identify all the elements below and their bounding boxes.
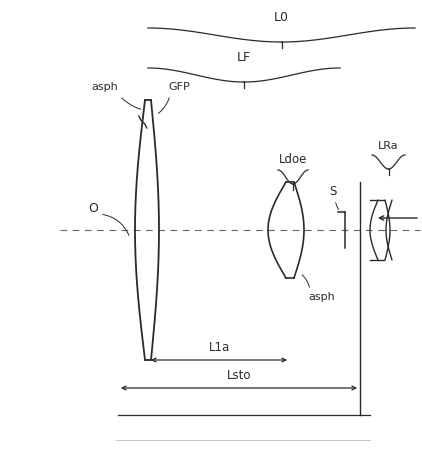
Text: LRa: LRa [378, 141, 399, 151]
Text: Lsto: Lsto [227, 369, 251, 382]
Text: GFP: GFP [168, 82, 190, 92]
Text: asph: asph [91, 82, 118, 92]
Text: L0: L0 [274, 11, 289, 24]
Text: LF: LF [237, 51, 251, 64]
Text: asph: asph [308, 292, 335, 302]
Text: Ldoe: Ldoe [279, 153, 307, 166]
Text: L1a: L1a [208, 341, 230, 354]
Text: O: O [88, 201, 98, 214]
Text: S: S [329, 185, 337, 198]
